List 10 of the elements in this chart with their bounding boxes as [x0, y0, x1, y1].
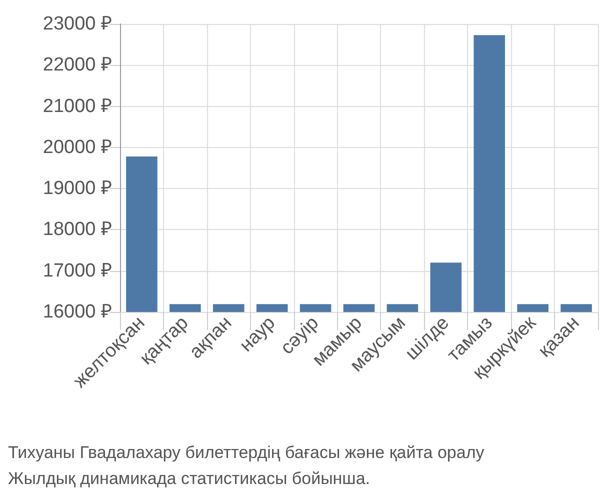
y-tick-label: 17000 ₽: [42, 260, 112, 282]
y-tick-label: 19000 ₽: [42, 178, 112, 200]
y-tick-label: 22000 ₽: [42, 54, 112, 76]
y-tick-label: 16000 ₽: [42, 302, 112, 322]
y-tick-label: 18000 ₽: [42, 219, 112, 240]
y-tick-label: 21000 ₽: [42, 96, 112, 117]
y-tick-label: 20000 ₽: [42, 136, 112, 158]
y-tick-label: 23000 ₽: [42, 14, 112, 34]
text: Тихуаны Гвадалахару билеттердің бағасы және қайта оралу: [8, 443, 485, 462]
text: Жылдық динамикада статистикасы бойынша.: [8, 469, 370, 488]
